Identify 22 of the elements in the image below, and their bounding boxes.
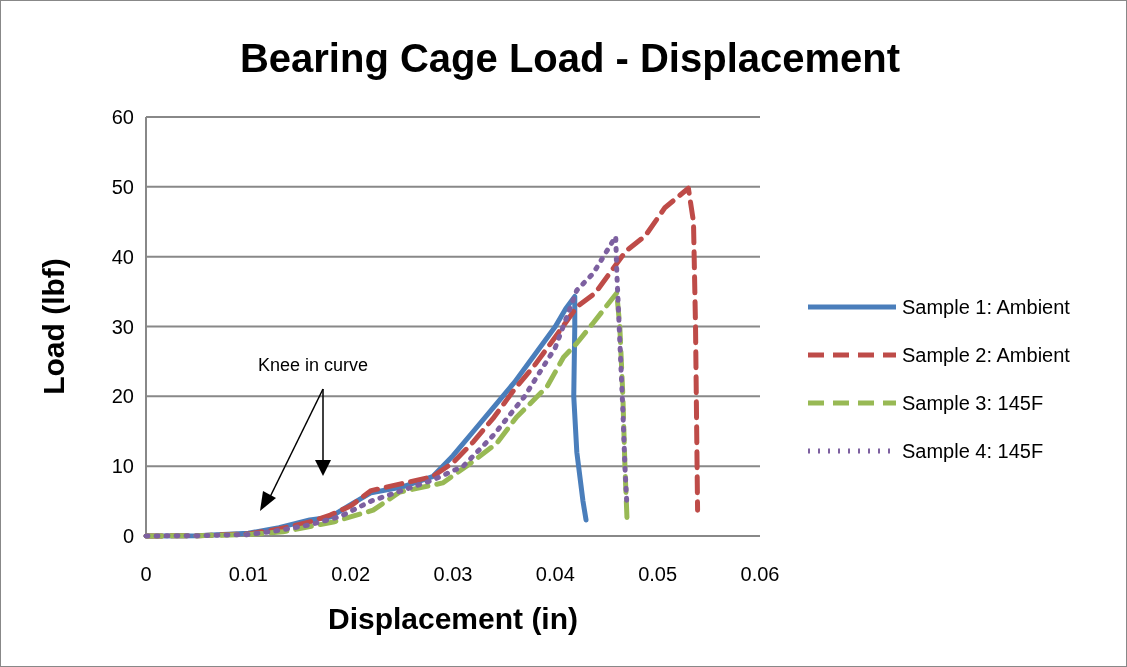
x-tick-label: 0 <box>140 563 152 585</box>
x-tick-label: 0.01 <box>228 563 268 585</box>
y-axis-title: Load (lbf) <box>37 258 70 395</box>
y-tick-label: 50 <box>111 175 134 198</box>
x-tick-label: 0.05 <box>638 563 678 585</box>
x-tick-label: 0.04 <box>535 563 575 585</box>
x-tick-label: 0.03 <box>433 563 473 585</box>
legend-label: Sample 3: 145F <box>902 392 1044 414</box>
y-tick-label: 20 <box>111 385 134 408</box>
legend-label: Sample 1: Ambient <box>902 296 1071 318</box>
x-tick-label: 0.02 <box>331 563 371 585</box>
annotation: Knee in curve <box>257 355 369 375</box>
y-tick-label: 0 <box>122 525 134 547</box>
legend-label: Sample 4: 145F <box>902 440 1044 462</box>
x-axis-title: Displacement (in) <box>327 602 579 635</box>
chart-title: Bearing Cage Load - Displacement <box>239 36 901 80</box>
y-tick-label: 40 <box>111 245 134 268</box>
legend-label: Sample 2: Ambient <box>902 344 1071 366</box>
y-tick-label: 10 <box>111 455 134 478</box>
x-tick-label: 0.06 <box>740 563 780 585</box>
y-tick-label: 30 <box>111 315 134 338</box>
y-tick-label: 60 <box>111 106 134 128</box>
